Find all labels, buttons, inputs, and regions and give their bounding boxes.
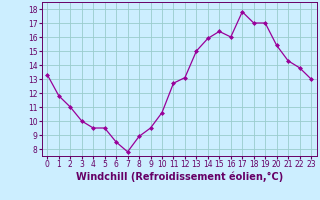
X-axis label: Windchill (Refroidissement éolien,°C): Windchill (Refroidissement éolien,°C): [76, 172, 283, 182]
